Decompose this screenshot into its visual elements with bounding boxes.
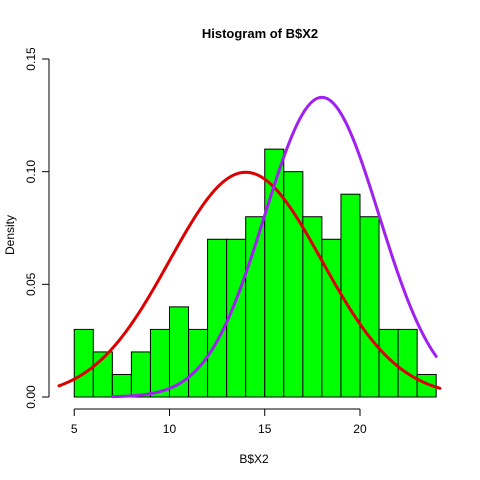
y-axis: 0.00 0.05 0.10 0.15 [24, 47, 50, 409]
x-tick-label: 10 [163, 422, 177, 436]
x-tick-label: 5 [71, 422, 78, 436]
y-tick-label: 0.10 [24, 160, 38, 184]
chart-title: Histogram of B$X2 [202, 26, 318, 41]
x-axis-label: B$X2 [239, 452, 269, 466]
x-axis: 5 10 15 20 [71, 408, 367, 436]
histogram-bars [73, 148, 437, 398]
x-tick-label: 15 [258, 422, 272, 436]
histogram-bar [207, 238, 228, 398]
density-curve-red [57, 170, 442, 390]
histogram-bar [359, 216, 380, 398]
x-tick-label: 20 [353, 422, 367, 436]
y-tick-label: 0.15 [24, 47, 38, 71]
histogram-bar [283, 171, 304, 398]
y-tick-label: 0.05 [24, 272, 38, 296]
histogram-bar [188, 328, 209, 398]
y-tick-label: 0.00 [24, 385, 38, 409]
y-axis-label: Density [3, 215, 17, 255]
histogram-bar [130, 351, 151, 398]
histogram-bar [149, 328, 170, 398]
density-curves [57, 95, 442, 399]
histogram-bar [397, 328, 418, 398]
histogram-bar [73, 328, 94, 398]
histogram-bar [340, 193, 361, 398]
histogram-bar [111, 373, 132, 398]
density-curve-purple [110, 95, 438, 399]
